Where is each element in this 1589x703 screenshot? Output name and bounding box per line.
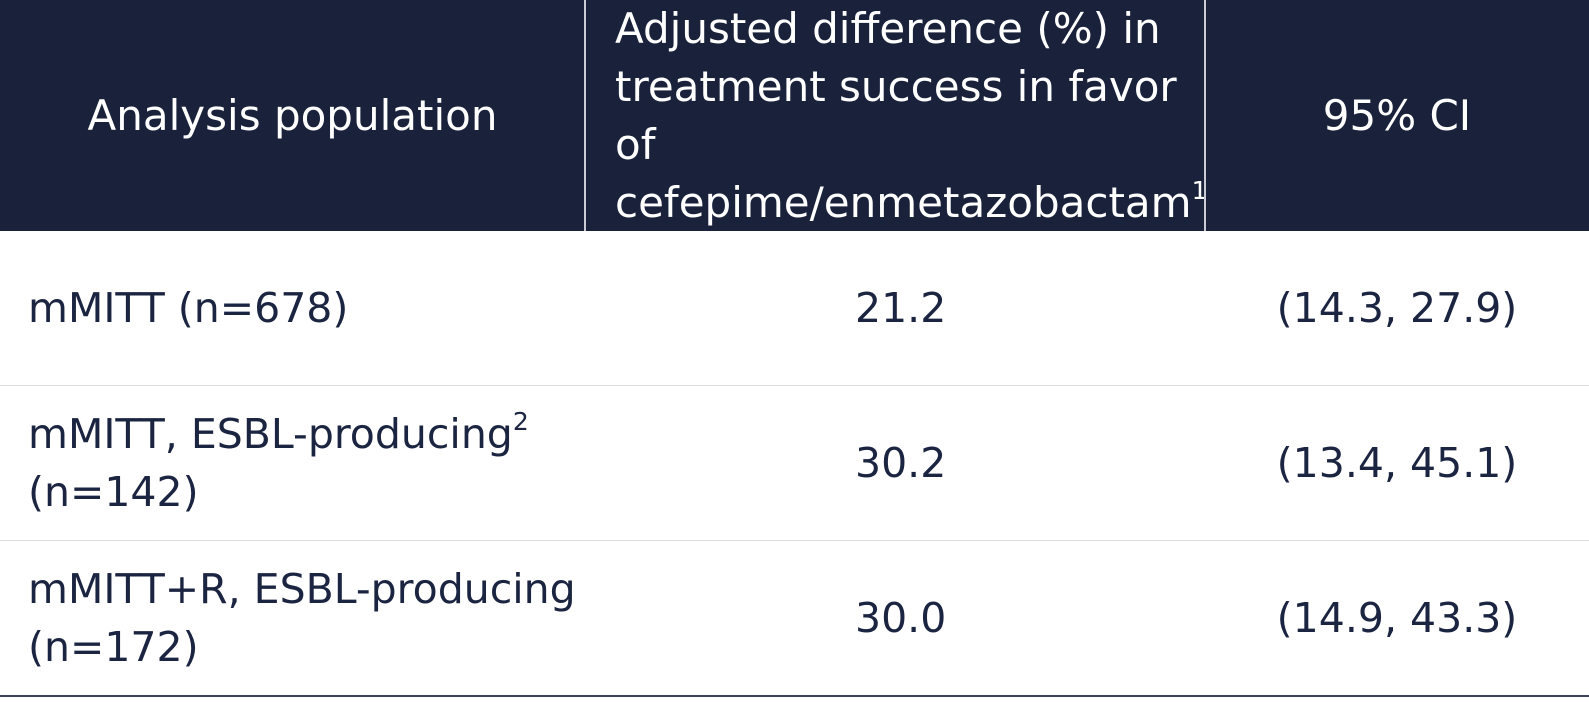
- header-divider: [1204, 0, 1206, 231]
- population-count: (n=142): [28, 468, 199, 516]
- header-line: treatment success in favor of: [615, 61, 1177, 169]
- population-text: mMITT, ESBL-producing2: [28, 405, 529, 463]
- difference-cell: 30.2: [585, 386, 1205, 540]
- footnote-marker: 1: [1191, 175, 1208, 205]
- ci-cell: (14.3, 27.9): [1205, 231, 1589, 385]
- header-line: Adjusted difference (%) in: [615, 3, 1161, 53]
- ci-cell: (13.4, 45.1): [1205, 386, 1589, 540]
- header-adjusted-difference-label: Adjusted difference (%) in treatment suc…: [615, 0, 1207, 232]
- header-line-text: cefepime/enmetazobactam: [615, 177, 1192, 227]
- ci-value: (14.9, 43.3): [1276, 594, 1518, 642]
- header-line: cefepime/enmetazobactam1: [615, 174, 1207, 232]
- population-line: mMITT+R, ESBL-producing: [28, 565, 576, 613]
- header-divider: [584, 0, 586, 231]
- table-header: Analysis population Adjusted difference …: [0, 0, 1589, 231]
- header-analysis-population: Analysis population: [0, 0, 585, 231]
- header-adjusted-difference: Adjusted difference (%) in treatment suc…: [585, 0, 1207, 232]
- difference-value: 30.0: [855, 594, 947, 642]
- population-line: mMITT (n=678): [28, 284, 349, 332]
- population-text: mMITT (n=678): [28, 279, 348, 337]
- difference-cell: 21.2: [585, 231, 1205, 385]
- header-analysis-population-label: Analysis population: [87, 90, 498, 140]
- difference-value: 21.2: [855, 284, 947, 332]
- header-95-ci: 95% CI: [1205, 0, 1589, 231]
- ci-cell: (14.9, 43.3): [1205, 541, 1589, 695]
- ci-value: (13.4, 45.1): [1276, 439, 1518, 487]
- population-count: (n=172): [28, 623, 199, 671]
- footnote-marker: 2: [512, 407, 529, 436]
- header-95-ci-label: 95% CI: [1322, 90, 1472, 140]
- population-cell: mMITT+R, ESBL-producing (n=172): [28, 541, 588, 695]
- table-row: mMITT (n=678) 21.2 (14.3, 27.9): [0, 231, 1589, 386]
- population-cell: mMITT, ESBL-producing2 (n=142): [28, 386, 588, 540]
- difference-cell: 30.0: [585, 541, 1205, 695]
- population-cell: mMITT (n=678): [28, 231, 588, 385]
- difference-value: 30.2: [855, 439, 947, 487]
- table-row: mMITT, ESBL-producing2 (n=142) 30.2 (13.…: [0, 386, 1589, 541]
- table-row: mMITT+R, ESBL-producing (n=172) 30.0 (14…: [0, 541, 1589, 697]
- ci-value: (14.3, 27.9): [1276, 284, 1518, 332]
- population-text: mMITT+R, ESBL-producing: [28, 560, 576, 618]
- population-line: mMITT, ESBL-producing: [28, 410, 513, 458]
